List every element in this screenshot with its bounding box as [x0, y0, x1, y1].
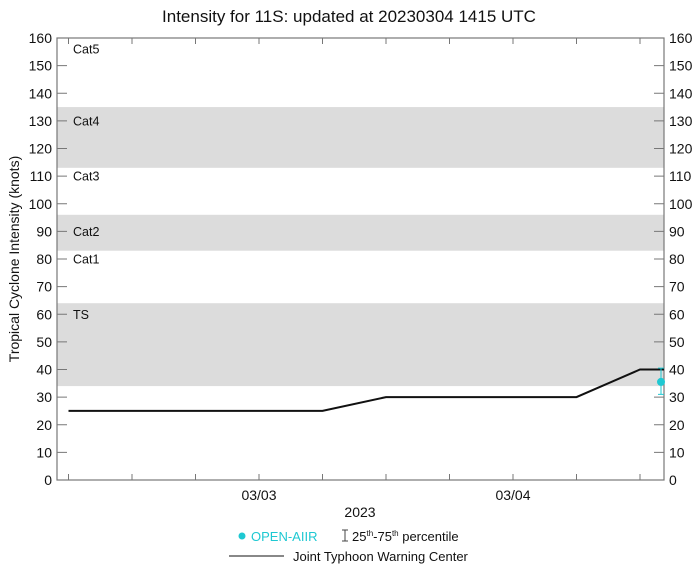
y-tick-left: 140 [29, 85, 53, 101]
y-tick-left: 110 [30, 168, 53, 184]
y-tick-right: 30 [669, 389, 685, 405]
data-series [68, 367, 665, 412]
category-label-cat2: Cat2 [73, 225, 99, 239]
category-label-cat1: Cat1 [73, 253, 99, 267]
openaiir-point [657, 377, 665, 386]
y-tick-right: 130 [669, 113, 693, 129]
y-tick-left: 120 [29, 141, 53, 157]
y-tick-left: 150 [29, 58, 53, 74]
y-tick-left: 40 [36, 362, 52, 378]
y-tick-right: 60 [669, 306, 685, 322]
category-label-ts: TS [73, 308, 89, 322]
y-tick-left: 50 [36, 334, 52, 350]
y-tick-left: 20 [36, 417, 52, 433]
band-cat2 [57, 214, 664, 251]
y-tick-right: 40 [669, 362, 685, 378]
y-tick-right: 110 [669, 168, 692, 184]
legend-percentile: 25th-75th percentile [352, 529, 459, 544]
category-bands [57, 107, 664, 387]
y-tick-right: 70 [669, 279, 685, 295]
x-tick-label: 03/03 [241, 487, 276, 503]
y-tick-right: 120 [669, 141, 693, 157]
x-axis-ticks: 03/03 03/04 [68, 38, 641, 503]
y-tick-left: 30 [36, 389, 52, 405]
y-tick-left: 130 [29, 113, 53, 129]
band-ts [57, 303, 664, 387]
category-label-cat4: Cat4 [73, 114, 99, 128]
band-cat4 [57, 107, 664, 168]
y-tick-right: 20 [669, 417, 685, 433]
y-tick-right: 100 [669, 196, 693, 212]
category-label-cat3: Cat3 [73, 170, 99, 184]
y-tick-left: 90 [36, 223, 52, 239]
y-tick-left: 70 [36, 279, 52, 295]
category-labels: TS Cat1 Cat2 Cat3 Cat4 Cat5 [73, 43, 99, 322]
category-label-cat5: Cat5 [73, 43, 99, 57]
y-tick-left: 160 [29, 30, 53, 46]
jtwc-line [68, 368, 664, 412]
legend-jtwc: Joint Typhoon Warning Center [293, 549, 469, 564]
y-tick-left: 10 [36, 444, 52, 460]
y-tick-right: 10 [669, 444, 685, 460]
legend-openaiir: OPEN-AIIR [251, 529, 317, 544]
y-tick-right: 140 [669, 85, 693, 101]
y-tick-right: 90 [669, 223, 685, 239]
chart-title: Intensity for 11S: updated at 20230304 1… [162, 7, 536, 26]
y-tick-right: 50 [669, 334, 685, 350]
y-tick-left: 80 [36, 251, 52, 267]
y-tick-right: 80 [669, 251, 685, 267]
y-tick-right: 0 [669, 472, 677, 488]
y-tick-right: 150 [669, 58, 693, 74]
y-tick-left: 100 [29, 196, 53, 212]
y-tick-left: 0 [44, 472, 52, 488]
plot-frame [56, 37, 665, 481]
y-tick-right: 160 [669, 30, 693, 46]
openaiir-marker-icon [238, 532, 246, 540]
y-axis-ticks: 0 0 10 10 20 20 30 30 40 40 50 50 60 60 70 70 80 80 90 90 10… [29, 30, 693, 488]
errorbar-icon [342, 529, 348, 542]
x-tick-label: 03/04 [495, 487, 530, 503]
axes [56, 37, 665, 481]
x-axis-label: 2023 [344, 504, 375, 520]
legend: OPEN-AIIR 25th-75th percentile Joint Typ… [229, 529, 469, 564]
y-axis-label: Tropical Cyclone Intensity (knots) [6, 156, 22, 362]
y-tick-left: 60 [36, 306, 52, 322]
